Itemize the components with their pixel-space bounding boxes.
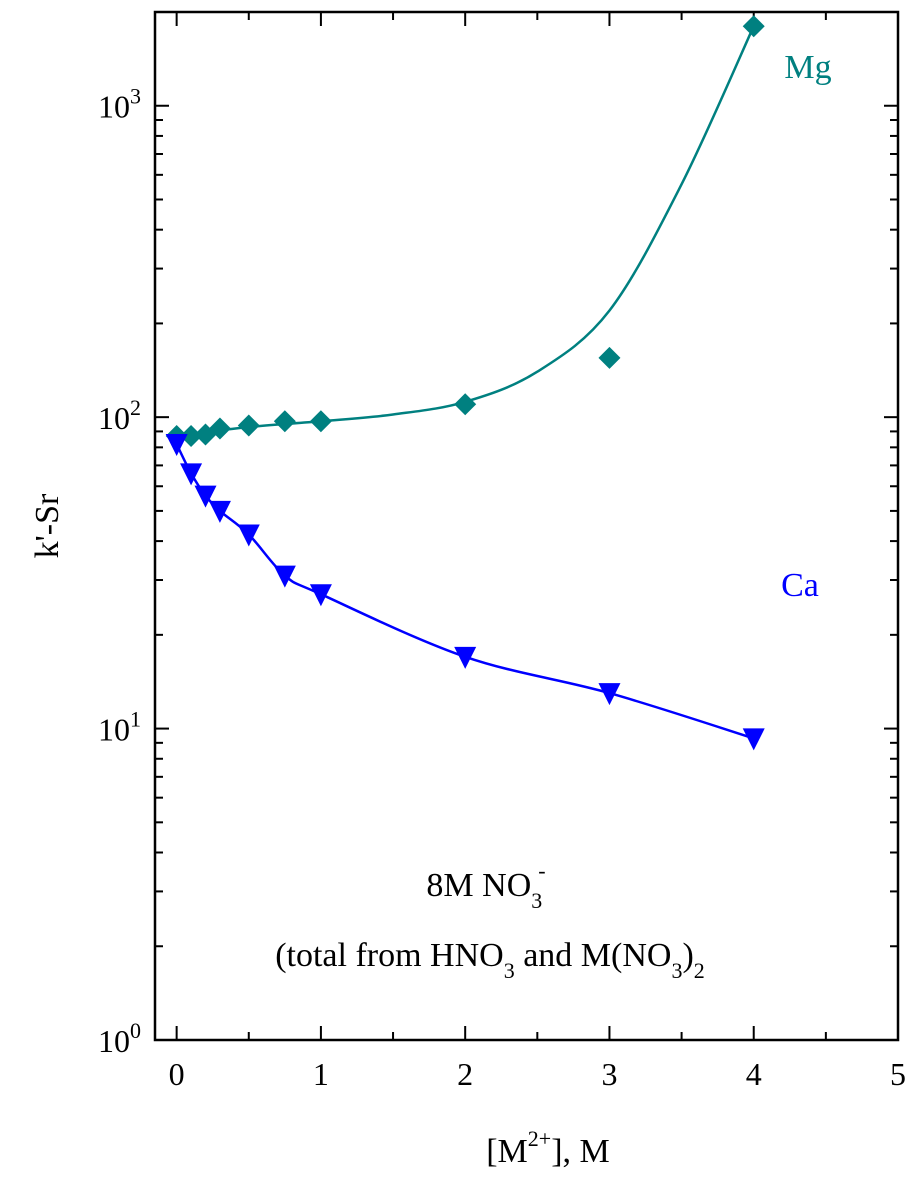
fit-curves	[175, 25, 755, 740]
marker-ca	[208, 500, 231, 523]
x-tick-label: 4	[746, 1056, 762, 1092]
marker-mg	[208, 417, 231, 440]
marker-mg	[309, 410, 332, 433]
annotation-line-1: 8M NO3-	[426, 858, 545, 913]
x-axis-label: [M2+], M	[486, 1126, 610, 1170]
y-tick-label: 101	[98, 707, 141, 748]
x-tick-label: 0	[169, 1056, 185, 1092]
plot-frame	[153, 10, 900, 1042]
marker-ca	[194, 485, 217, 508]
marker-ca	[165, 434, 188, 457]
x-tick-label: 5	[890, 1056, 906, 1092]
marker-mg	[237, 414, 260, 437]
marker-mg	[742, 15, 765, 38]
fit-line-ca	[175, 443, 755, 740]
y-tick-label: 102	[98, 395, 141, 436]
marker-ca	[742, 728, 765, 751]
marker-ca	[237, 524, 260, 547]
series-label-mg: Mg	[784, 49, 831, 86]
marker-ca	[180, 463, 203, 486]
marker-ca	[454, 646, 477, 669]
x-tick-label: 2	[457, 1056, 473, 1092]
marker-mg	[598, 346, 621, 369]
series-label-ca: Ca	[781, 567, 819, 604]
fit-line-mg	[176, 25, 755, 438]
marker-mg	[454, 393, 477, 416]
marker-ca	[598, 683, 621, 706]
data-markers	[165, 15, 765, 751]
plot-border	[153, 10, 900, 1042]
marker-mg	[180, 424, 203, 447]
y-tick-label: 103	[98, 84, 141, 125]
text-labels: 0 1 2 3 4 5 100 101 102 103 Mg Ca k'-Sr [M2+], M 8M NO…	[29, 49, 906, 1170]
marker-mg	[273, 410, 296, 433]
y-axis-label: k'-Sr	[29, 493, 66, 558]
marker-ca	[273, 565, 296, 588]
x-tick-label: 1	[313, 1056, 329, 1092]
x-tick-label: 3	[601, 1056, 617, 1092]
annotation-line-2: (total from HNO3 and M(NO3)2	[275, 937, 705, 983]
marker-ca	[309, 584, 332, 607]
y-tick-label: 100	[98, 1018, 141, 1059]
